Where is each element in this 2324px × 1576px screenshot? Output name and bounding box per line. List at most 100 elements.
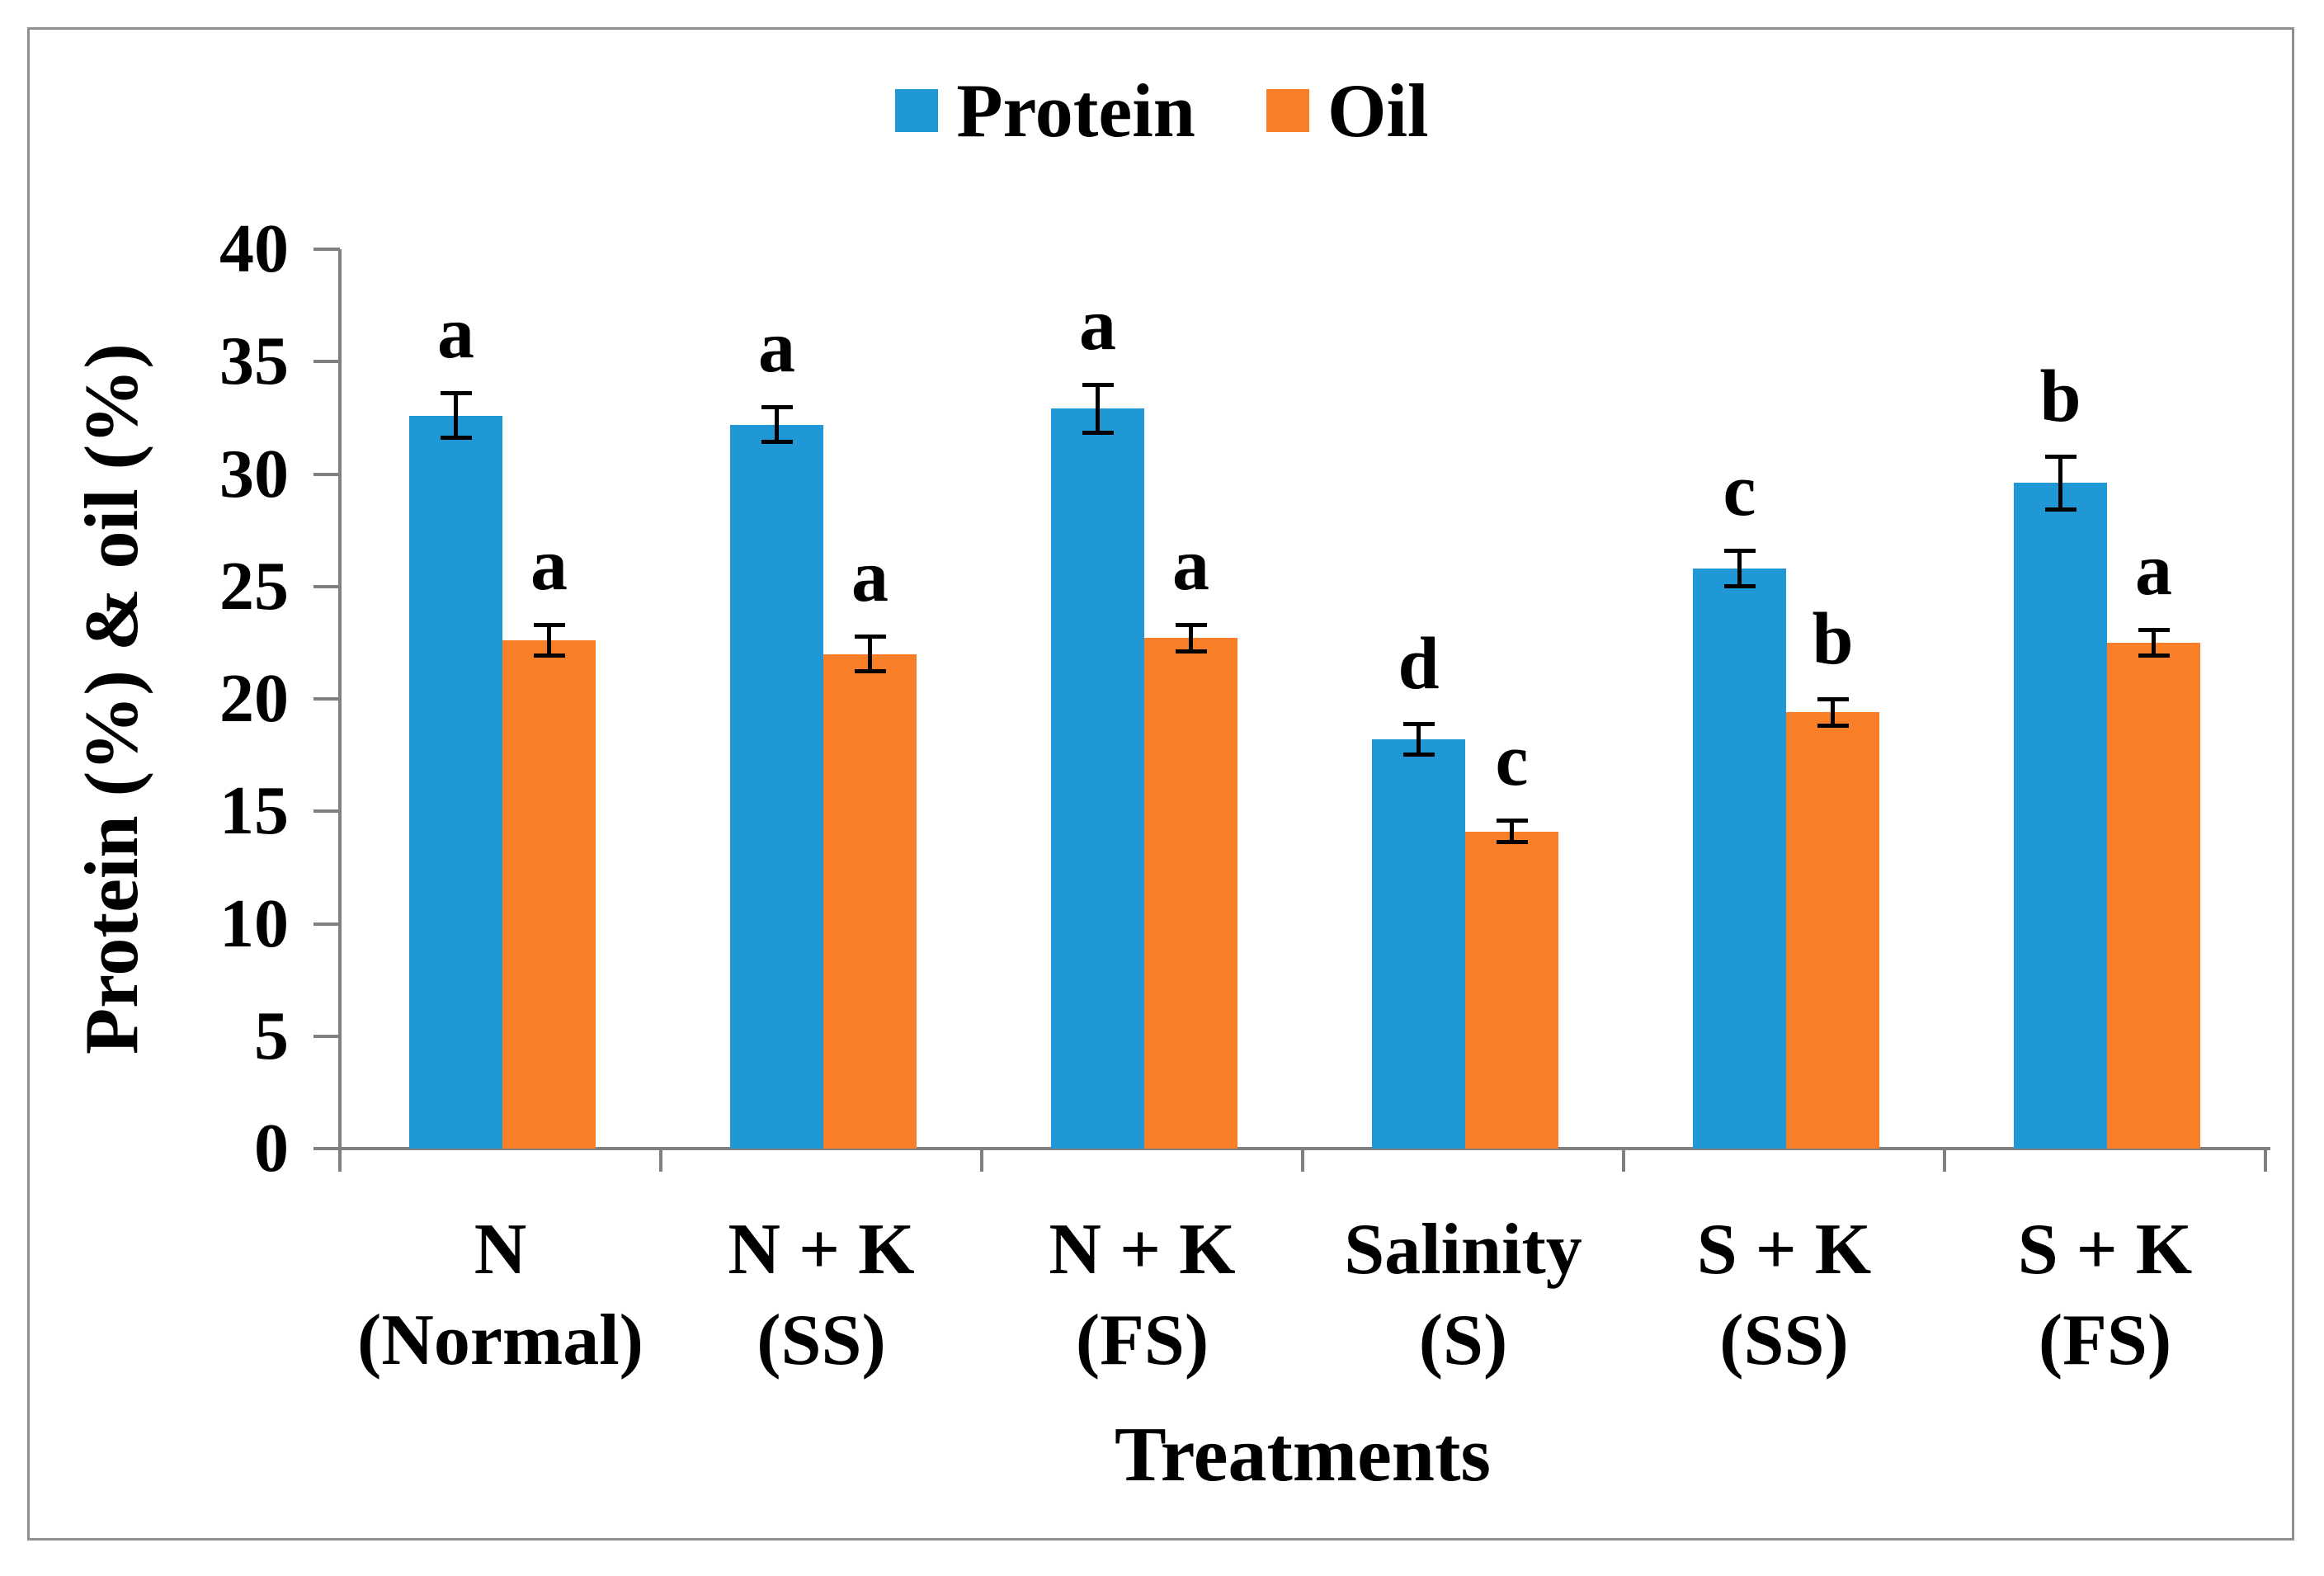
significance-letter: a	[437, 292, 474, 375]
oil-bar	[1786, 712, 1879, 1149]
y-tick-label: 0	[254, 1110, 289, 1187]
legend: Protein Oil	[0, 73, 2324, 149]
protein-swatch-icon	[895, 89, 939, 132]
error-bar-line	[2152, 629, 2156, 657]
error-bar-cap-top	[533, 623, 565, 628]
error-bar-line	[1831, 699, 1835, 726]
error-bar-line	[454, 393, 458, 438]
x-category-label: N (Normal)	[357, 1210, 643, 1380]
error-bar-cap-bottom	[440, 435, 472, 440]
y-tick-mark	[313, 697, 340, 701]
oil-bar	[2107, 642, 2200, 1149]
x-tick-mark	[1622, 1149, 1625, 1172]
protein-bar	[409, 415, 502, 1149]
protein-bar	[1372, 739, 1465, 1149]
y-tick-label: 40	[219, 210, 289, 287]
error-bar-cap-top	[854, 634, 886, 639]
oil-bar	[823, 654, 917, 1149]
error-bar-cap-top	[2044, 454, 2077, 459]
error-bar-cap-top	[1175, 623, 1207, 628]
error-bar-cap-bottom	[854, 669, 886, 674]
protein-bar	[1693, 568, 1786, 1149]
x-axis-line	[313, 1147, 2270, 1150]
error-bar-line	[1737, 550, 1742, 587]
x-category-label: N + K (FS)	[1049, 1210, 1236, 1380]
x-tick-mark	[338, 1149, 342, 1172]
legend-item-protein: Protein	[895, 73, 1195, 149]
y-tick-label: 35	[219, 323, 289, 400]
y-tick-mark	[313, 809, 340, 814]
y-tick-mark	[313, 248, 340, 251]
legend-label-protein: Protein	[956, 68, 1195, 153]
significance-letter: b	[1812, 598, 1854, 680]
y-tick-label: 25	[219, 547, 289, 625]
error-bar-cap-bottom	[1723, 583, 1756, 588]
error-bar-line	[2058, 455, 2062, 511]
y-tick-mark	[313, 584, 340, 588]
significance-letter: b	[2039, 355, 2081, 437]
error-bar-line	[1189, 625, 1193, 652]
y-tick-label: 10	[219, 885, 289, 962]
y-tick-label: 15	[219, 772, 289, 850]
significance-letter: a	[1079, 283, 1116, 366]
significance-letter: c	[1723, 450, 1756, 532]
error-bar-cap-top	[440, 391, 472, 396]
error-bar-cap-bottom	[533, 654, 565, 658]
error-bar-cap-top	[1082, 382, 1114, 387]
significance-letter: a	[530, 524, 568, 606]
significance-letter: d	[1398, 622, 1440, 705]
x-tick-mark	[1301, 1149, 1304, 1172]
y-tick-mark	[313, 922, 340, 926]
error-bar-cap-top	[1817, 697, 1849, 701]
x-tick-mark	[2264, 1149, 2267, 1172]
error-bar-cap-bottom	[1402, 753, 1435, 757]
x-tick-mark	[1943, 1149, 1946, 1172]
y-tick-mark	[313, 360, 340, 364]
x-category-label: N + K (SS)	[728, 1210, 915, 1380]
error-bar-cap-top	[761, 404, 793, 409]
legend-label-oil: Oil	[1327, 68, 1429, 153]
x-category-label: S + K (FS)	[2017, 1210, 2193, 1380]
error-bar-line	[1417, 723, 1421, 756]
error-bar-cap-bottom	[2138, 654, 2170, 658]
x-category-label: S + K (SS)	[1696, 1210, 1872, 1380]
error-bar-cap-top	[1402, 721, 1435, 726]
error-bar-line	[1096, 384, 1100, 434]
error-bar-cap-top	[1723, 549, 1756, 554]
x-tick-mark	[980, 1149, 983, 1172]
error-bar-line	[547, 625, 551, 657]
x-axis-title: Treatments	[1115, 1412, 1491, 1498]
y-tick-label: 5	[254, 997, 289, 1074]
significance-letter: c	[1495, 720, 1529, 802]
protein-bar	[1051, 408, 1144, 1149]
significance-letter: a	[1172, 524, 1209, 606]
oil-bar	[502, 640, 596, 1149]
y-tick-label: 20	[219, 660, 289, 737]
oil-bar	[1144, 638, 1237, 1149]
significance-letter: a	[2135, 528, 2172, 611]
error-bar-cap-bottom	[1817, 723, 1849, 728]
error-bar-cap-top	[2138, 627, 2170, 632]
y-axis-line	[338, 249, 342, 1172]
y-tick-mark	[313, 1147, 340, 1150]
y-tick-mark	[313, 472, 340, 476]
protein-bar	[2014, 483, 2107, 1149]
error-bar-cap-bottom	[2044, 507, 2077, 512]
y-tick-label: 30	[219, 435, 289, 512]
legend-item-oil: Oil	[1266, 73, 1429, 149]
significance-letter: a	[851, 535, 889, 617]
error-bar-cap-bottom	[1082, 431, 1114, 436]
y-tick-mark	[313, 1034, 340, 1038]
error-bar-cap-bottom	[1175, 649, 1207, 654]
error-bar-line	[775, 406, 779, 443]
significance-letter: a	[758, 305, 795, 388]
x-category-label: Salinity (S)	[1344, 1210, 1582, 1380]
oil-swatch-icon	[1266, 89, 1309, 132]
error-bar-cap-bottom	[761, 440, 793, 445]
error-bar-cap-bottom	[1496, 840, 1528, 845]
protein-bar	[730, 424, 823, 1149]
error-bar-cap-top	[1496, 819, 1528, 823]
oil-bar	[1465, 831, 1558, 1149]
error-bar-line	[1510, 820, 1514, 843]
